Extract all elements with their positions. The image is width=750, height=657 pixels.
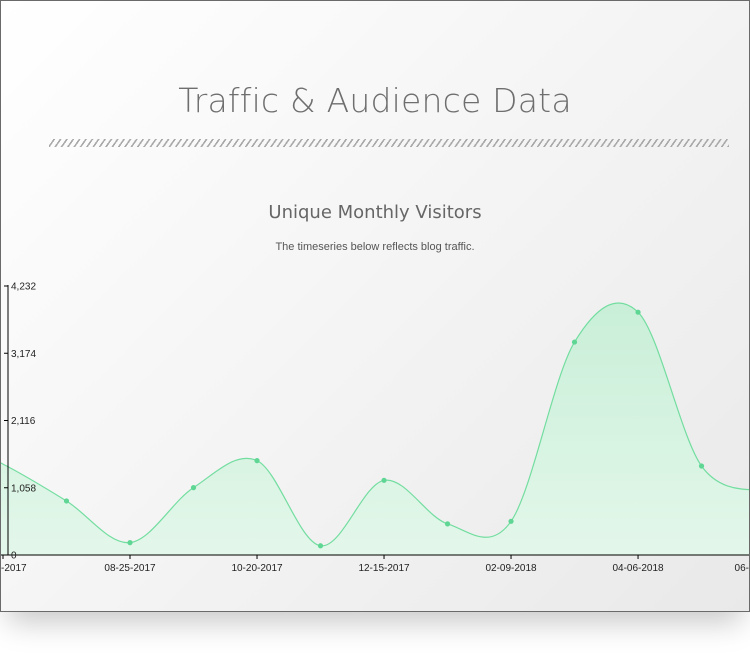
data-point[interactable]: [254, 458, 260, 464]
data-point[interactable]: [63, 498, 70, 504]
data-point[interactable]: [444, 521, 451, 527]
x-tick-label: 10-20-2017: [231, 563, 283, 574]
data-point[interactable]: [317, 543, 324, 549]
hatched-divider: [49, 139, 729, 147]
data-point[interactable]: [635, 309, 641, 315]
y-tick-label: 0: [11, 551, 17, 562]
x-tick-label: 02-09-2018: [485, 563, 537, 574]
x-tick-label: -2017: [1, 563, 27, 574]
y-tick-label: 1,058: [11, 483, 36, 494]
data-point[interactable]: [190, 485, 197, 491]
x-tick-label: 06-: [735, 563, 749, 574]
data-points: [63, 309, 705, 549]
x-tick-label: 08-25-2017: [104, 563, 156, 574]
chart-title: Unique Monthly Visitors: [268, 202, 482, 223]
x-tick-label: 12-15-2017: [358, 563, 410, 574]
data-point[interactable]: [698, 463, 705, 469]
data-point[interactable]: [571, 339, 578, 345]
data-point[interactable]: [508, 518, 514, 524]
chart-subtitle: The timeseries below reflects blog traff…: [275, 241, 475, 253]
y-tick-label: 3,174: [11, 349, 36, 360]
series-area: [1, 302, 749, 555]
data-point[interactable]: [127, 540, 133, 546]
x-tick-label: 04-06-2018: [612, 563, 664, 574]
data-point[interactable]: [381, 477, 387, 483]
y-tick-label: 4,232: [11, 282, 36, 293]
page-title: Traffic & Audience Data: [178, 81, 572, 120]
y-tick-label: 2,116: [11, 416, 36, 427]
x-axis-ticks: -2017 08-25-2017 10-20-2017 12-15-2017 02-09…: [1, 555, 749, 574]
area-chart: 0 1,058 2,116 3,174 4,232 -2017 08-25-2017 10-…: [1, 282, 749, 574]
y-axis-ticks: 0 1,058 2,116 3,174 4,232: [4, 282, 36, 562]
chart-card: Traffic & Audience Data Unique Monthly V…: [0, 0, 750, 612]
